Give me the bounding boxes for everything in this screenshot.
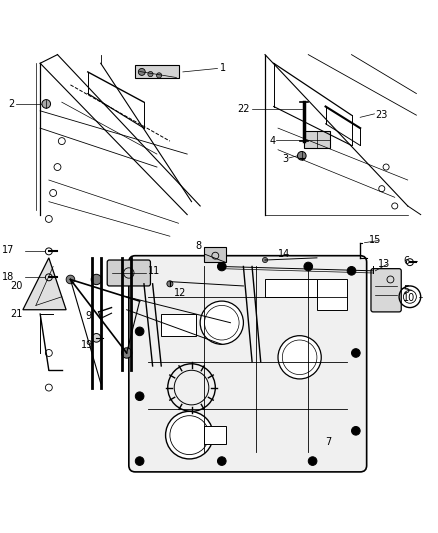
Circle shape — [121, 348, 132, 358]
FancyBboxPatch shape — [135, 66, 179, 78]
Circle shape — [218, 262, 226, 271]
Text: 15: 15 — [369, 235, 381, 245]
FancyBboxPatch shape — [304, 131, 330, 149]
Text: 2: 2 — [8, 99, 14, 109]
Text: 6: 6 — [403, 256, 410, 266]
Polygon shape — [23, 258, 66, 310]
Circle shape — [347, 266, 356, 275]
Circle shape — [352, 426, 360, 435]
Circle shape — [92, 334, 101, 342]
Circle shape — [308, 457, 317, 465]
Text: 9: 9 — [85, 311, 92, 321]
FancyBboxPatch shape — [129, 256, 367, 472]
Text: 1: 1 — [219, 62, 226, 72]
Text: 19: 19 — [81, 340, 93, 350]
FancyBboxPatch shape — [317, 279, 347, 310]
Circle shape — [140, 266, 148, 275]
Circle shape — [262, 257, 268, 263]
Circle shape — [148, 71, 153, 77]
Text: 3: 3 — [283, 154, 289, 164]
Circle shape — [304, 262, 313, 271]
Text: 13: 13 — [378, 260, 390, 269]
Text: 17: 17 — [2, 245, 14, 255]
FancyBboxPatch shape — [205, 426, 226, 444]
Text: 18: 18 — [2, 272, 14, 282]
Circle shape — [135, 457, 144, 465]
Text: 10: 10 — [403, 293, 416, 303]
Circle shape — [352, 349, 360, 357]
Text: 22: 22 — [237, 104, 249, 114]
Text: 7: 7 — [325, 437, 332, 447]
Text: 5: 5 — [403, 285, 410, 295]
FancyBboxPatch shape — [161, 314, 196, 336]
Text: 20: 20 — [10, 281, 22, 291]
Text: 4: 4 — [269, 136, 276, 146]
FancyBboxPatch shape — [107, 260, 150, 286]
Circle shape — [297, 151, 306, 160]
Circle shape — [166, 411, 213, 459]
Text: 23: 23 — [375, 110, 388, 120]
Circle shape — [156, 73, 162, 78]
Circle shape — [167, 281, 173, 287]
FancyBboxPatch shape — [371, 269, 401, 312]
FancyBboxPatch shape — [205, 247, 226, 262]
Circle shape — [66, 275, 75, 284]
Circle shape — [218, 457, 226, 465]
Text: 21: 21 — [10, 309, 22, 319]
Text: 11: 11 — [148, 266, 161, 276]
Text: 8: 8 — [196, 241, 202, 251]
Circle shape — [135, 327, 144, 336]
Circle shape — [42, 100, 50, 108]
Circle shape — [200, 301, 244, 344]
Text: 14: 14 — [278, 248, 290, 259]
FancyBboxPatch shape — [265, 279, 317, 297]
Circle shape — [278, 336, 321, 379]
Circle shape — [138, 68, 145, 75]
Circle shape — [135, 392, 144, 400]
Text: 12: 12 — [174, 288, 187, 298]
Circle shape — [91, 274, 102, 285]
